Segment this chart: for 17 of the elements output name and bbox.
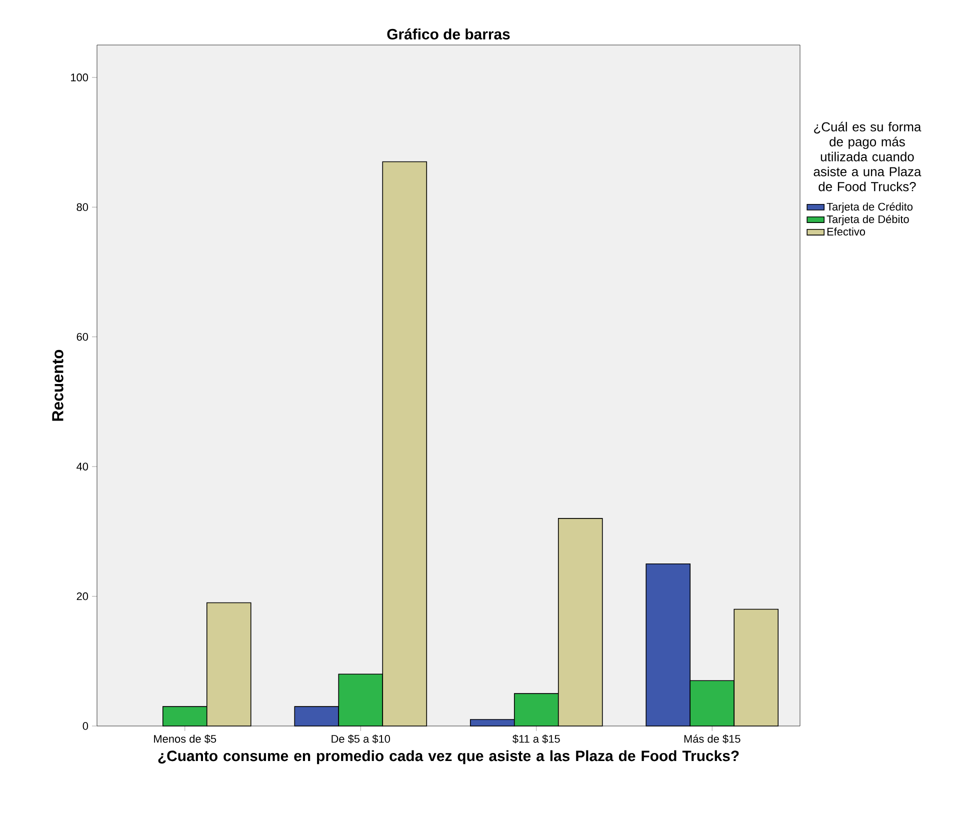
- y-tick-label: 100: [71, 74, 88, 82]
- legend-label: Tarjeta de Débito: [826, 214, 909, 226]
- y-tick-label: 0: [82, 722, 88, 730]
- legend-title: ¿Cuál es su forma de pago más utilizada cuando asiste a una Plaza de Food Trucks?: [814, 122, 922, 192]
- y-tick-label: 20: [76, 592, 88, 600]
- y-axis-title: Recuento: [52, 350, 64, 421]
- x-tick-label: $11 a $15: [512, 734, 560, 744]
- y-tick-label: 40: [76, 462, 88, 470]
- legend-label: Tarjeta de Crédito: [826, 202, 913, 213]
- y-tick-label: 80: [76, 203, 88, 212]
- legend-label: Efectivo: [827, 228, 866, 236]
- chart-title: Gráfico de barras: [387, 28, 510, 40]
- x-tick-label: Menos de $5: [154, 734, 216, 744]
- y-tick-label: 60: [76, 332, 88, 341]
- x-tick-label: Más de $15: [684, 734, 740, 744]
- x-axis-title: ¿Cuanto consume en promedio cada vez que asiste a las Plaza de Food Trucks?: [158, 750, 739, 764]
- x-tick-label: De $5 a $10: [332, 734, 390, 744]
